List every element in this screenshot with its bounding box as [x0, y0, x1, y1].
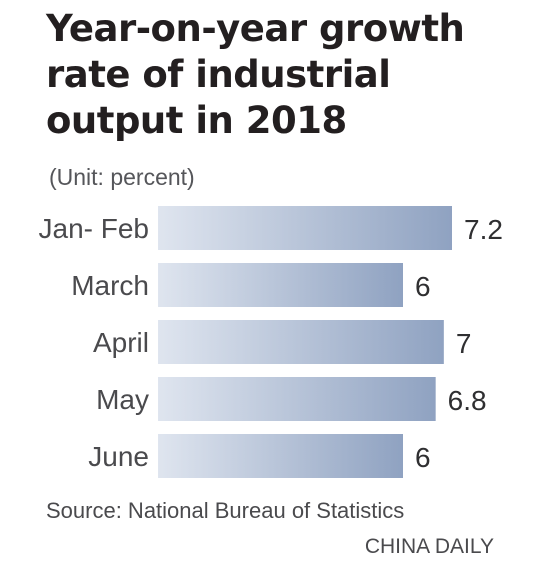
value-label-2: 7 — [456, 328, 472, 359]
unit-subtitle: (Unit: percent) — [49, 164, 195, 190]
source-note: Source: National Bureau of Statistics — [46, 498, 405, 523]
chart-title: Year-on-year growth rate of industrial o… — [46, 6, 516, 144]
value-label-0: 7.2 — [464, 214, 503, 245]
category-label-3: May — [96, 384, 149, 415]
value-label-3: 6.8 — [448, 385, 487, 416]
chart-title-line-1: Year-on-year growth — [46, 7, 465, 50]
category-label-2: April — [93, 327, 149, 358]
bar-3 — [158, 377, 436, 421]
chart-title-line-3: output in 2018 — [46, 99, 347, 142]
category-label-4: June — [88, 441, 149, 472]
bar-2 — [158, 320, 444, 364]
value-label-4: 6 — [415, 442, 431, 473]
bar-4 — [158, 434, 403, 478]
publisher-credit: CHINA DAILY — [364, 535, 494, 558]
category-label-1: March — [71, 270, 149, 301]
category-label-0: Jan- Feb — [39, 213, 150, 244]
bars-group: Jan- Feb 7.2 March 6 April 7 May 6.8 June 6 — [39, 206, 503, 478]
chart-title-line-2: rate of industrial — [46, 53, 391, 96]
value-label-1: 6 — [415, 271, 431, 302]
bar-0 — [158, 206, 452, 250]
bar-1 — [158, 263, 403, 307]
